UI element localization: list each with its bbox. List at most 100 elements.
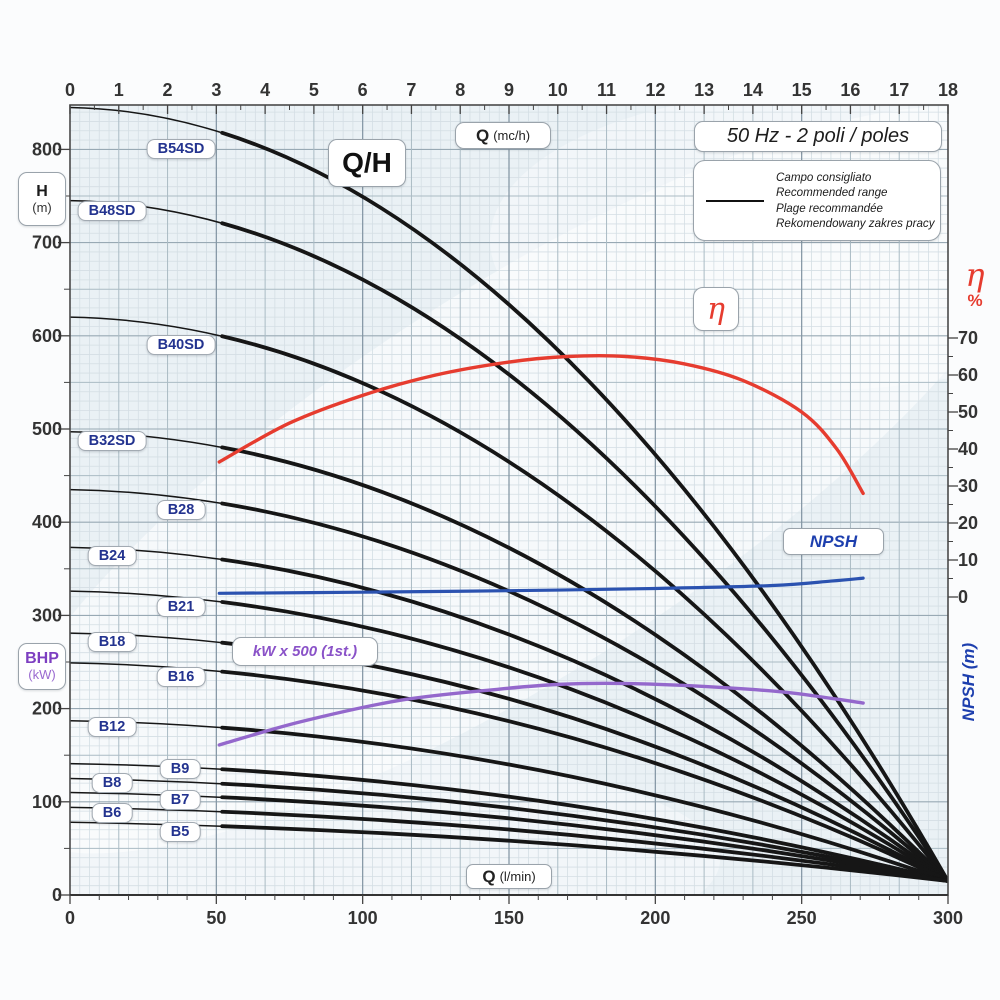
npsh-badge-text: NPSH <box>809 531 858 551</box>
efficiency-symbol: η <box>707 291 725 327</box>
power-axis-symbol: BHP <box>25 650 59 668</box>
head-axis-unit: (m) <box>32 199 52 215</box>
power-curve-badge: kW x 500 (1st.) <box>232 637 378 666</box>
npsh-curve-badge: NPSH <box>783 528 884 555</box>
tick-label: 0 <box>65 80 75 100</box>
curve-label-B54SD: B54SD <box>146 139 216 159</box>
efficiency-axis-header: η % <box>952 256 998 311</box>
flow-top-axis-unit-box: Q (mc/h) <box>455 122 551 149</box>
efficiency-axis-symbol: η <box>965 256 985 294</box>
pump-curve-thick-B8 <box>220 781 948 883</box>
tick-label: 60 <box>958 365 978 385</box>
npsh-axis-label: NPSH (m) <box>959 642 978 722</box>
curve-label-B32SD: B32SD <box>77 431 147 451</box>
curve-label-B16: B16 <box>156 667 206 687</box>
legend-line-pl: Rekomendowany zakres pracy <box>776 216 935 230</box>
pump-curve-thick-B7 <box>220 795 948 883</box>
flow-symbol-bottom: Q <box>482 866 496 886</box>
frequency-poles-text: 50 Hz - 2 poli / poles <box>726 125 910 147</box>
tick-label: 11 <box>597 80 616 100</box>
power-curve <box>217 681 865 747</box>
pump-curve-thick-B21 <box>220 600 948 883</box>
curve-label-B21: B21 <box>156 597 206 617</box>
curve-label-B8: B8 <box>91 773 133 793</box>
tick-label: 5 <box>309 80 319 100</box>
tick-label: 200 <box>640 908 670 928</box>
tick-label: 70 <box>958 328 978 348</box>
flow-bottom-unit: (l/min) <box>499 869 536 884</box>
pump-curve-thick-B12 <box>220 725 948 883</box>
tick-label: 0 <box>958 587 968 607</box>
tick-label: 3 <box>211 80 221 100</box>
legend-line-it: Campo consigliato <box>776 170 872 184</box>
tick-label: 100 <box>348 908 378 928</box>
legend-box: Campo consigliato Recommended range Plag… <box>693 160 941 241</box>
tick-label: 15 <box>792 80 812 100</box>
tick-label: 4 <box>260 80 270 100</box>
pump-curve-thick-B28 <box>220 501 948 883</box>
tick-label: 13 <box>694 80 714 100</box>
curve-label-B5: B5 <box>159 822 201 842</box>
tick-label: 200 <box>32 699 62 719</box>
pump-curve-thick-B40SD <box>220 334 948 883</box>
tick-label: 14 <box>743 80 763 100</box>
power-curve-text: kW x 500 (1st.) <box>252 643 358 660</box>
curve-type-badge: Q/H <box>328 139 406 187</box>
tick-label: 700 <box>32 233 62 253</box>
pump-curve-thick-B24 <box>220 557 948 883</box>
tick-label: 100 <box>32 792 62 812</box>
flow-symbol: Q <box>475 125 490 145</box>
curve-label-B7: B7 <box>159 790 201 810</box>
tick-label: 9 <box>504 80 514 100</box>
frequency-poles-badge: 50 Hz - 2 poli / poles <box>694 121 942 152</box>
head-axis-symbol: H <box>36 182 48 200</box>
efficiency-curve-badge: η <box>693 287 739 331</box>
tick-label: 600 <box>32 326 62 346</box>
tick-label: 50 <box>206 908 226 928</box>
tick-label: 16 <box>840 80 860 100</box>
efficiency-axis-percent: % <box>967 291 983 311</box>
pump-curve-thick-B6 <box>220 809 948 883</box>
power-axis-unit-box: BHP (kW) <box>18 643 66 690</box>
tick-label: 18 <box>938 80 958 100</box>
pump-curve-thick-B16 <box>220 669 948 883</box>
head-axis-unit-box: H (m) <box>18 172 66 226</box>
curve-label-B12: B12 <box>87 717 137 737</box>
tick-label: 500 <box>32 419 62 439</box>
axes: 0 1 2 3 4 5 6 7 8 9 10 11 12 13 14 15 16 17 180 50 100 150 200… <box>32 80 978 928</box>
tick-label: 50 <box>958 402 978 422</box>
flow-top-unit: (mc/h) <box>493 128 531 143</box>
curve-label-B9: B9 <box>159 759 201 779</box>
tick-label: 6 <box>358 80 368 100</box>
tick-label: 30 <box>958 476 978 496</box>
tick-label: 0 <box>65 908 75 928</box>
curve-type-text: Q/H <box>342 147 392 178</box>
tick-label: 0 <box>52 885 62 905</box>
tick-label: 150 <box>494 908 524 928</box>
tick-label: 2 <box>163 80 173 100</box>
pump-curve-thick-B48SD <box>220 221 948 883</box>
tick-label: 40 <box>958 439 978 459</box>
legend-line-en: Recommended range <box>776 186 888 200</box>
tick-label: 250 <box>787 908 817 928</box>
power-axis-unit: (kW) <box>28 667 56 683</box>
pump-curve-thick-B5 <box>220 824 948 883</box>
tick-label: 1 <box>114 80 124 100</box>
curve-label-B40SD: B40SD <box>146 335 216 355</box>
curve-label-B18: B18 <box>87 632 137 652</box>
tick-label: 7 <box>406 80 416 100</box>
curve-label-B48SD: B48SD <box>77 201 147 221</box>
tick-label: 800 <box>32 139 62 159</box>
tick-label: 8 <box>455 80 465 100</box>
tick-label: 300 <box>933 908 963 928</box>
pump-curve-thick-B9 <box>220 767 948 883</box>
flow-bottom-axis-unit-box: Q (l/min) <box>466 864 552 889</box>
tick-label: 10 <box>958 550 978 570</box>
tick-label: 10 <box>548 80 568 100</box>
tick-label: 300 <box>32 605 62 625</box>
curve-label-B28: B28 <box>156 500 206 520</box>
tick-label: 400 <box>32 512 62 532</box>
curves <box>70 106 948 883</box>
tick-label: 17 <box>889 80 909 100</box>
